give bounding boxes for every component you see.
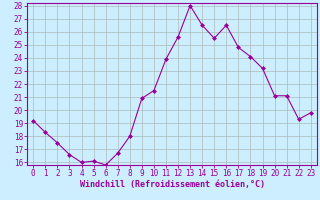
X-axis label: Windchill (Refroidissement éolien,°C): Windchill (Refroidissement éolien,°C) — [79, 180, 265, 189]
